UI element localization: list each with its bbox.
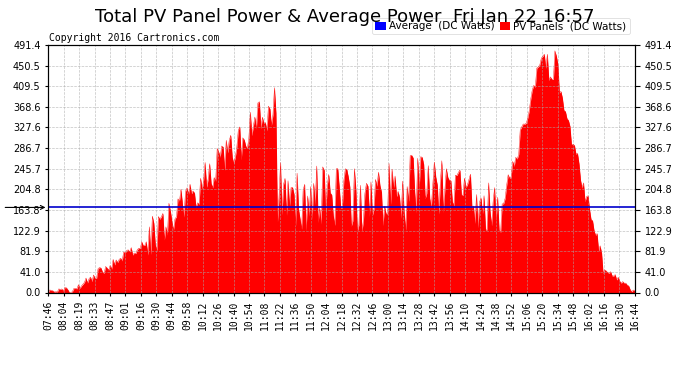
- Text: Copyright 2016 Cartronics.com: Copyright 2016 Cartronics.com: [49, 33, 219, 43]
- Text: Total PV Panel Power & Average Power  Fri Jan 22 16:57: Total PV Panel Power & Average Power Fri…: [95, 8, 595, 26]
- Text: 168.91: 168.91: [0, 202, 44, 212]
- Legend: Average  (DC Watts), PV Panels  (DC Watts): Average (DC Watts), PV Panels (DC Watts): [373, 18, 629, 34]
